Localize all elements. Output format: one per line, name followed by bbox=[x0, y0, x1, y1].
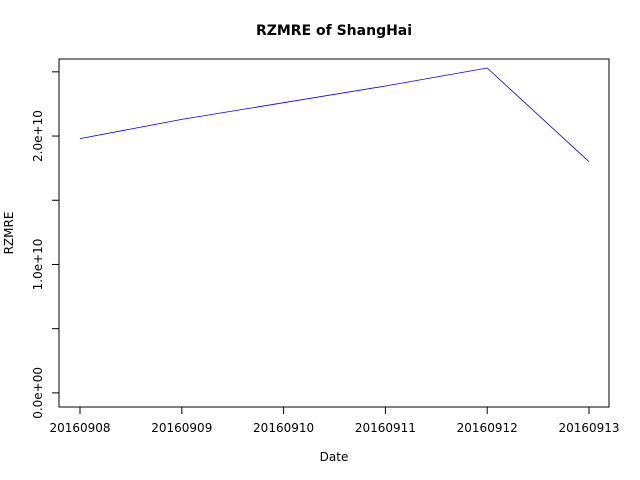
y-tick-label: 1.0e+10 bbox=[31, 239, 45, 291]
x-tick-label: 20160912 bbox=[457, 421, 518, 435]
series-line bbox=[79, 67, 590, 162]
chart-title: RZMRE of ShangHai bbox=[256, 23, 412, 39]
x-tick-label: 20160909 bbox=[151, 421, 212, 435]
y-axis-label: RZMRE bbox=[2, 212, 16, 255]
y-axis: 0.0e+00 1.0e+10 2.0e+10 bbox=[31, 71, 60, 419]
y-tick-label: 0.0e+00 bbox=[31, 367, 45, 419]
x-tick-label: 20160913 bbox=[558, 421, 619, 435]
x-axis: 20160908 20160909 20160910 20160911 20160912… bbox=[49, 406, 620, 435]
y-tick-label: 2.0e+10 bbox=[31, 110, 45, 162]
series-layer bbox=[79, 67, 590, 162]
x-axis-label: Date bbox=[320, 450, 349, 464]
x-tick-label: 20160911 bbox=[355, 421, 416, 435]
plot-area-frame bbox=[58, 58, 610, 408]
x-tick-label: 20160908 bbox=[49, 421, 110, 435]
x-tick-label: 20160910 bbox=[253, 421, 314, 435]
